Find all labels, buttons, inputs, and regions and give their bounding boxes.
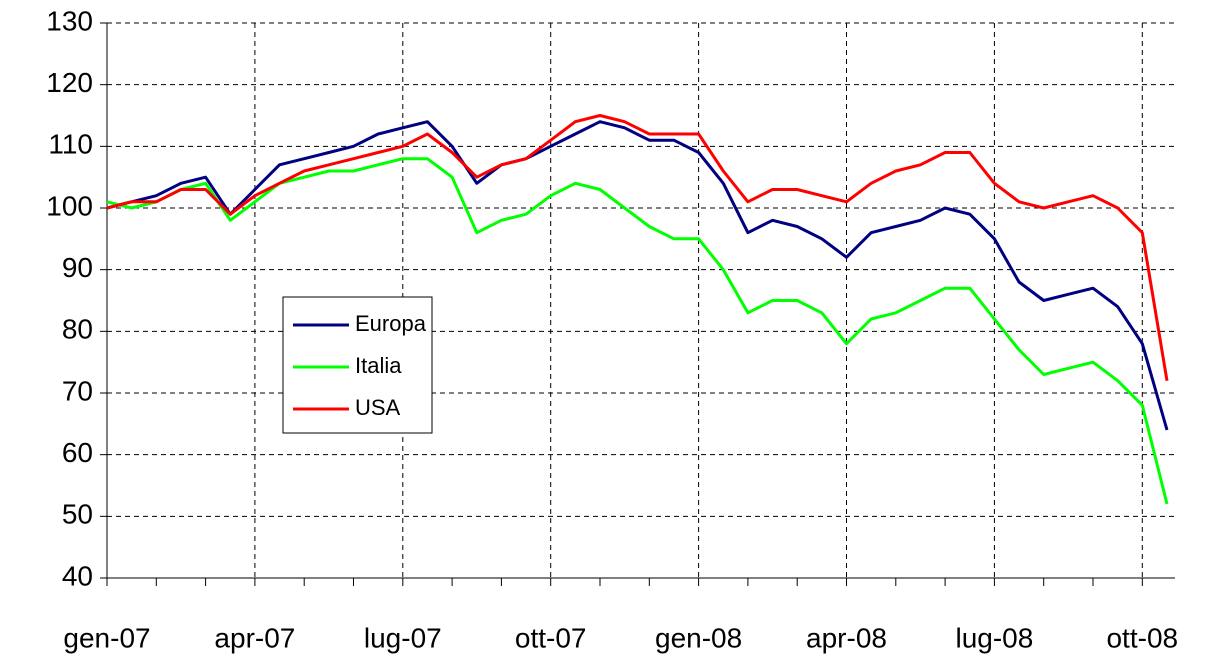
- x-tick-label: gen-08: [655, 622, 742, 653]
- x-tick-label: apr-07: [214, 622, 295, 653]
- x-tick-label: ott-07: [515, 622, 587, 653]
- series-line: [106, 120, 1169, 431]
- y-tick-label: 70: [62, 375, 93, 406]
- legend: Europa Italia USA: [282, 296, 433, 434]
- y-tick-label: 40: [62, 560, 93, 591]
- y-tick-label: 130: [46, 5, 93, 36]
- series-line: [106, 114, 1169, 381]
- x-tick-label: gen-07: [63, 622, 150, 653]
- x-tick-label: lug-08: [955, 622, 1033, 653]
- legend-label: USA: [355, 395, 401, 420]
- y-tick-label: 100: [46, 190, 93, 221]
- legend-label: Italia: [355, 353, 402, 378]
- x-tick-label: lug-07: [364, 622, 442, 653]
- x-tick-label: ott-08: [1106, 622, 1178, 653]
- legend-label: Europa: [355, 311, 427, 336]
- y-tick-label: 80: [62, 314, 93, 345]
- y-tick-label: 110: [48, 129, 93, 160]
- y-tick-label: 60: [62, 437, 93, 468]
- y-tick-label: 120: [46, 67, 93, 98]
- y-tick-label: 90: [62, 252, 93, 283]
- x-tick-label: apr-08: [806, 622, 887, 653]
- y-tick-label: 50: [62, 499, 93, 530]
